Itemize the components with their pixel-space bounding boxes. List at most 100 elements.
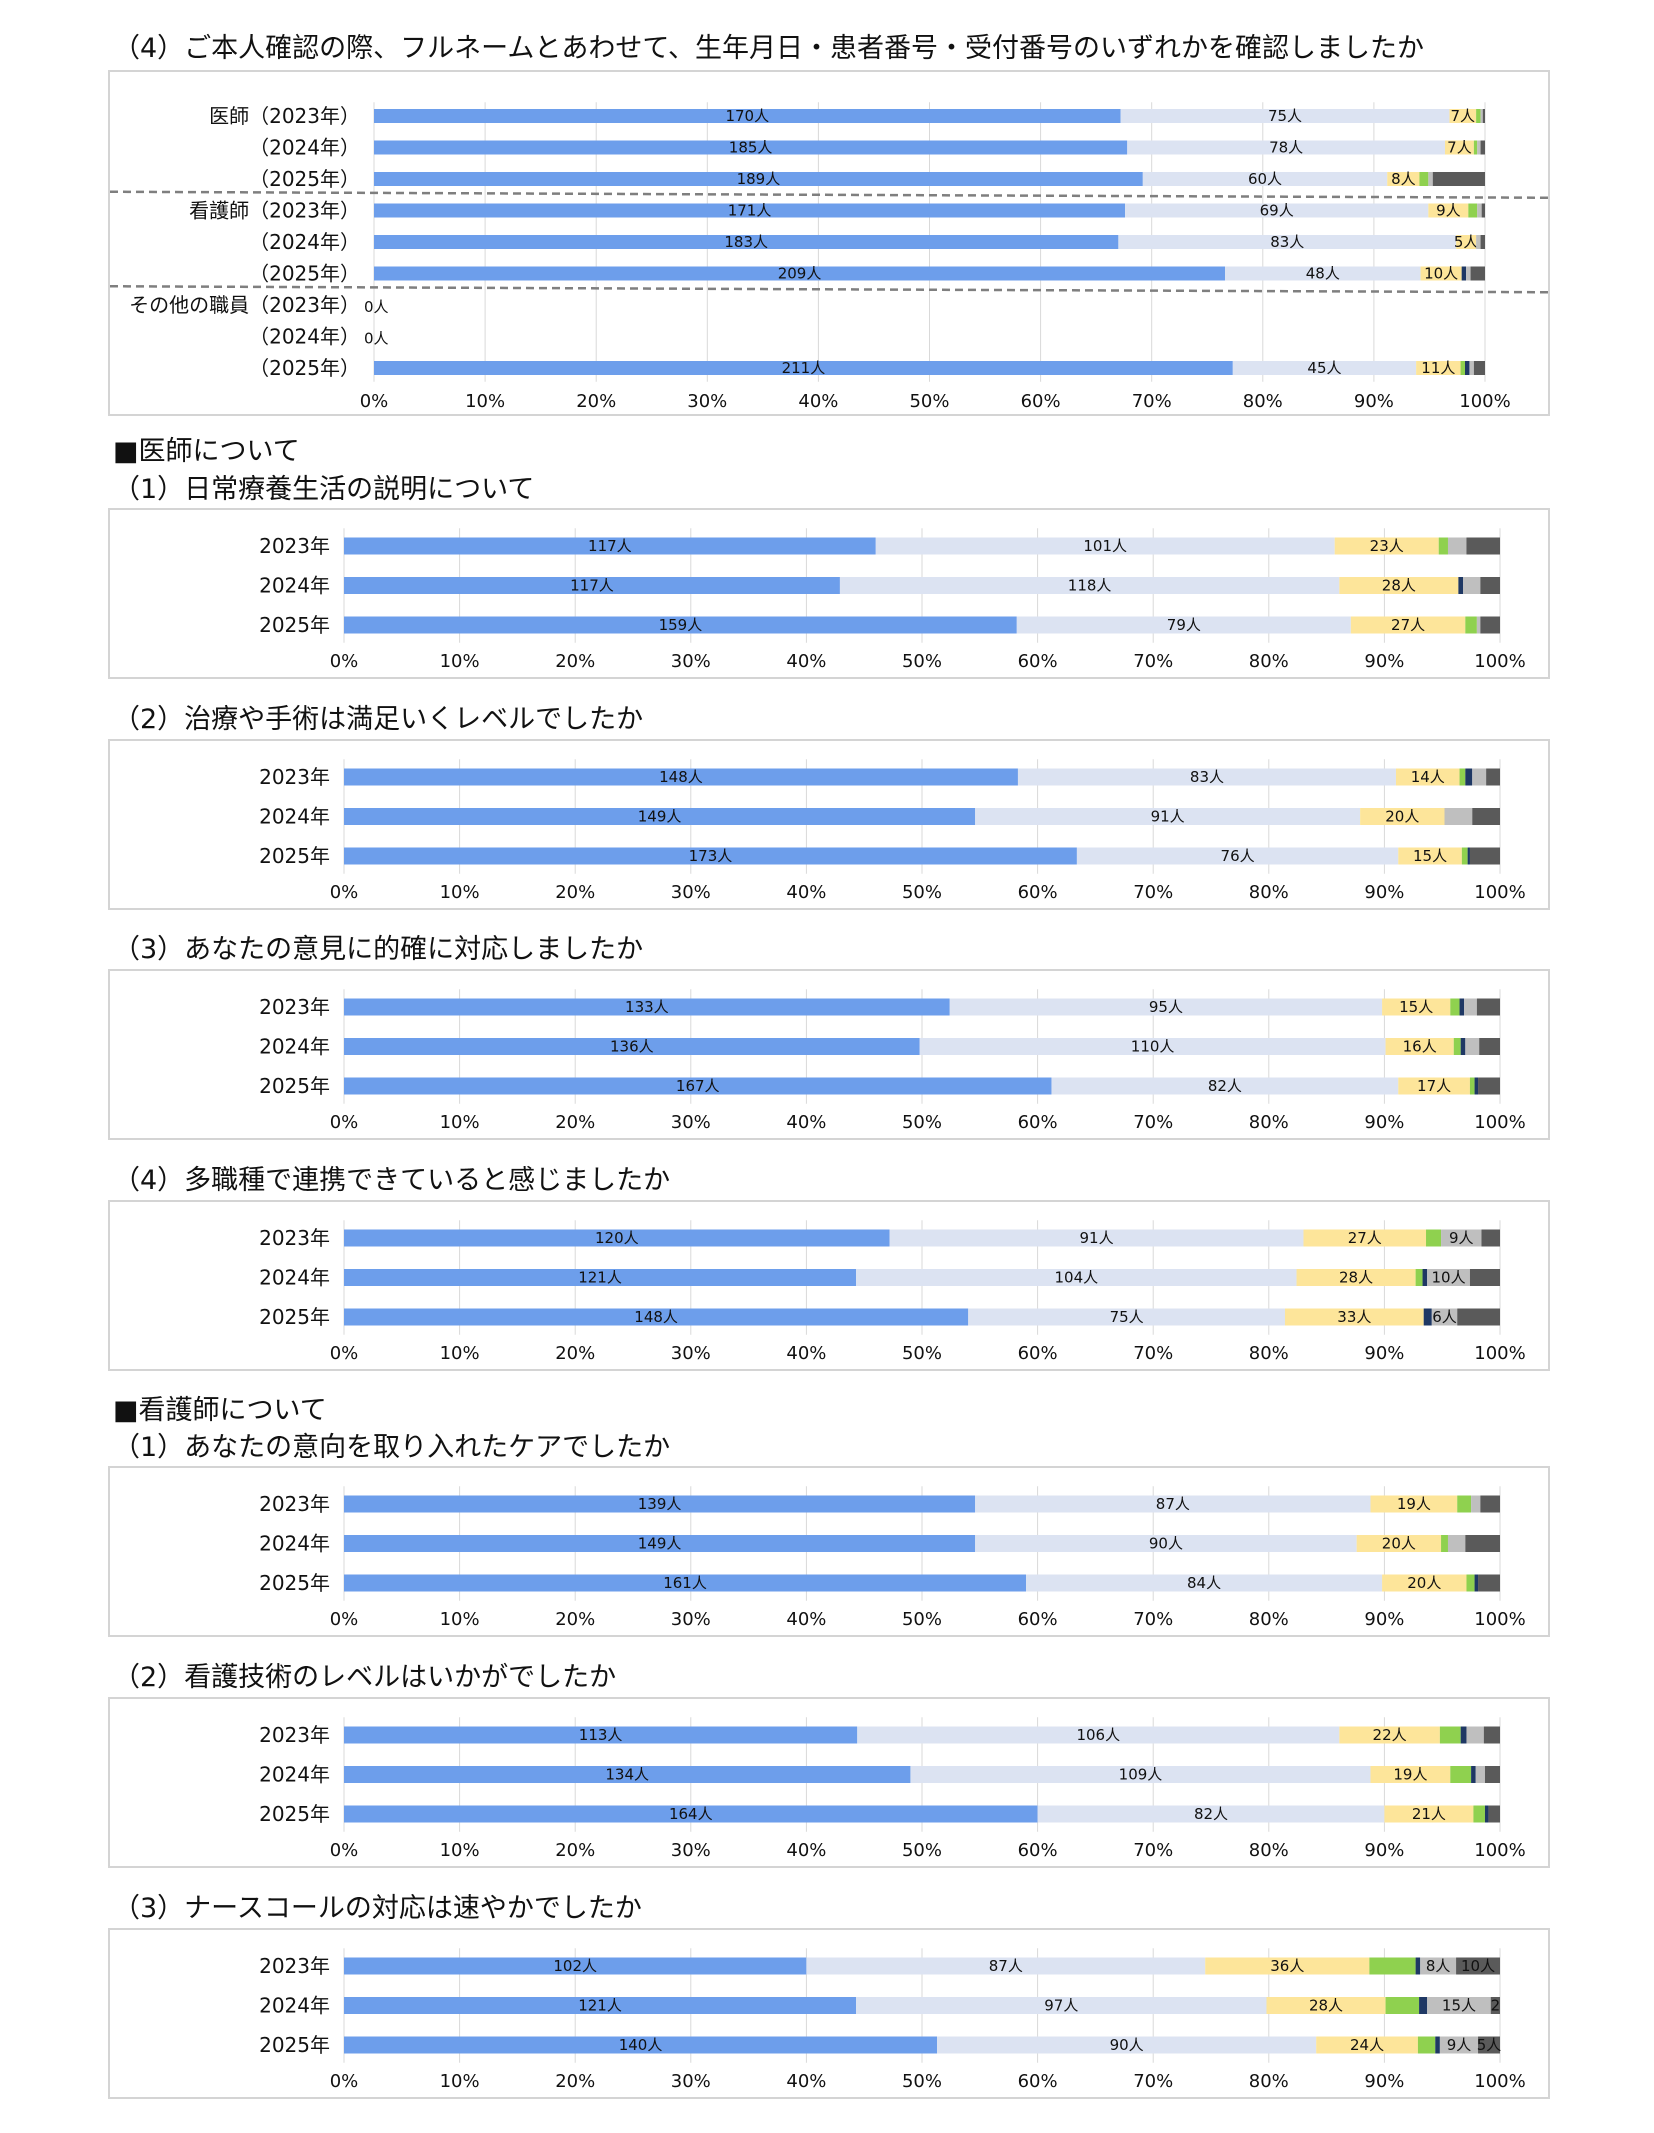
bar-segment (1370, 1766, 1451, 1783)
x-tick-label: 80% (1249, 1840, 1289, 1861)
x-tick-label: 60% (1018, 651, 1058, 672)
x-tick-label: 10% (440, 1840, 480, 1861)
data-label: 45人 (1307, 359, 1341, 377)
bar-segment (1478, 1077, 1500, 1095)
bar-segment (344, 768, 1018, 786)
bar-segment (1479, 1038, 1500, 1055)
bar-segment (1490, 1997, 1500, 2014)
x-tick-label: 90% (1364, 882, 1404, 903)
bar-segment (344, 1038, 920, 1055)
category-label: 医師（2023年） (209, 104, 360, 128)
bar-segment (1469, 361, 1474, 375)
data-label: 133人 (625, 998, 669, 1016)
data-label: 10人 (1432, 1269, 1466, 1287)
x-tick-label: 30% (671, 1609, 711, 1630)
x-tick-label: 90% (1364, 1343, 1404, 1364)
bar-segment (1445, 140, 1474, 155)
data-label: 83人 (1270, 233, 1304, 251)
data-label: 121人 (578, 1997, 622, 2015)
bar-segment (1460, 1038, 1466, 1055)
category-label: （2024年） (249, 230, 360, 254)
x-tick-label: 40% (798, 391, 838, 412)
bar-segment (1486, 768, 1500, 786)
category-label: 2025年 (259, 1802, 330, 1826)
category-label: 2024年 (259, 1763, 330, 1787)
bar-segment (1480, 1495, 1500, 1513)
bar-segment (1427, 1997, 1491, 2014)
bar-segment (1142, 172, 1388, 186)
chart1-title: （4）ご本人確認の際、フルネームとあわせて、生年月日・患者番号・受付番号のいずれ… (113, 33, 1425, 64)
bar-segment (919, 1038, 1386, 1055)
bar-segment (1339, 1726, 1440, 1744)
x-tick-label: 80% (1249, 1112, 1289, 1133)
bar-segment (1339, 577, 1459, 594)
category-label: （2025年） (249, 356, 360, 380)
x-tick-label: 20% (555, 1840, 595, 1861)
x-tick-label: 70% (1133, 882, 1173, 903)
x-tick-label: 10% (440, 882, 480, 903)
x-tick-label: 10% (440, 1112, 480, 1133)
bar-segment (1457, 1308, 1500, 1326)
bar-segment (1356, 1535, 1442, 1552)
bar-segment (1466, 1726, 1484, 1744)
x-tick-label: 40% (786, 1343, 826, 1364)
chart5-title: （4）多職種で連携できていると感じましたか (113, 1165, 671, 1196)
bar-segment (1466, 537, 1500, 555)
x-tick-label: 90% (1354, 391, 1394, 412)
x-tick-label: 100% (1474, 1343, 1525, 1364)
data-label: 5人 (1477, 2036, 1502, 2054)
data-label: 9人 (1447, 2036, 1472, 2054)
bar-segment (1369, 1957, 1416, 1975)
bar-segment (1481, 203, 1485, 218)
bar-segment (344, 808, 976, 825)
bar-segment (1051, 1077, 1399, 1095)
data-label: 8人 (1391, 170, 1416, 188)
x-tick-label: 10% (465, 391, 505, 412)
data-label: 11人 (1421, 359, 1455, 377)
x-tick-label: 40% (786, 651, 826, 672)
data-label: 211人 (782, 359, 826, 377)
data-label: 15人 (1399, 998, 1433, 1016)
x-tick-label: 10% (440, 2071, 480, 2092)
x-tick-label: 50% (902, 1840, 942, 1861)
x-tick-label: 10% (440, 1343, 480, 1364)
data-label: 159人 (659, 616, 703, 634)
category-label: 2025年 (259, 2033, 330, 2057)
x-tick-label: 60% (1018, 882, 1058, 903)
data-label: 170人 (725, 107, 769, 125)
chart8-panel: 0% 10% 20% 30% 40% 50% 60% 70% 80% 90% 100% 2023年 10… (108, 1928, 1550, 2099)
x-tick-label: 0% (330, 651, 359, 672)
bar-segment (856, 1269, 1297, 1286)
bar-segment (1459, 768, 1466, 786)
bar-segment (1464, 998, 1477, 1016)
x-tick-label: 70% (1133, 1840, 1173, 1861)
x-tick-label: 20% (555, 882, 595, 903)
chart5-panel: 0% 10% 20% 30% 40% 50% 60% 70% 80% 90% 100% 2023年 12… (108, 1200, 1550, 1371)
category-label: 2024年 (259, 1532, 330, 1556)
x-tick-label: 50% (902, 1609, 942, 1630)
bar-segment (1453, 1038, 1461, 1055)
data-label: 7人 (1447, 139, 1472, 157)
data-label: 78人 (1269, 139, 1303, 157)
bar-segment (344, 1805, 1038, 1823)
category-label: 2023年 (259, 765, 330, 789)
bar-segment (1478, 2036, 1500, 2054)
bar-segment (1472, 808, 1500, 825)
bar-segment (1469, 1269, 1500, 1286)
bar-segment (1476, 109, 1481, 123)
bar-segment (374, 109, 1121, 123)
bar-segment (856, 1997, 1267, 2014)
data-label: 118人 (1068, 577, 1112, 595)
data-label: 90人 (1149, 1535, 1183, 1553)
x-tick-label: 0% (330, 882, 359, 903)
data-label: 75人 (1110, 1308, 1144, 1326)
bar-segment (968, 1308, 1285, 1326)
x-tick-label: 100% (1474, 882, 1525, 903)
bar-segment (1473, 361, 1485, 375)
x-tick-label: 20% (555, 651, 595, 672)
bar-segment (1415, 1269, 1423, 1286)
bar-segment (1439, 2036, 1479, 2054)
bar-segment (1370, 1495, 1458, 1513)
bar-segment (1017, 768, 1396, 786)
x-tick-label: 70% (1133, 1609, 1173, 1630)
